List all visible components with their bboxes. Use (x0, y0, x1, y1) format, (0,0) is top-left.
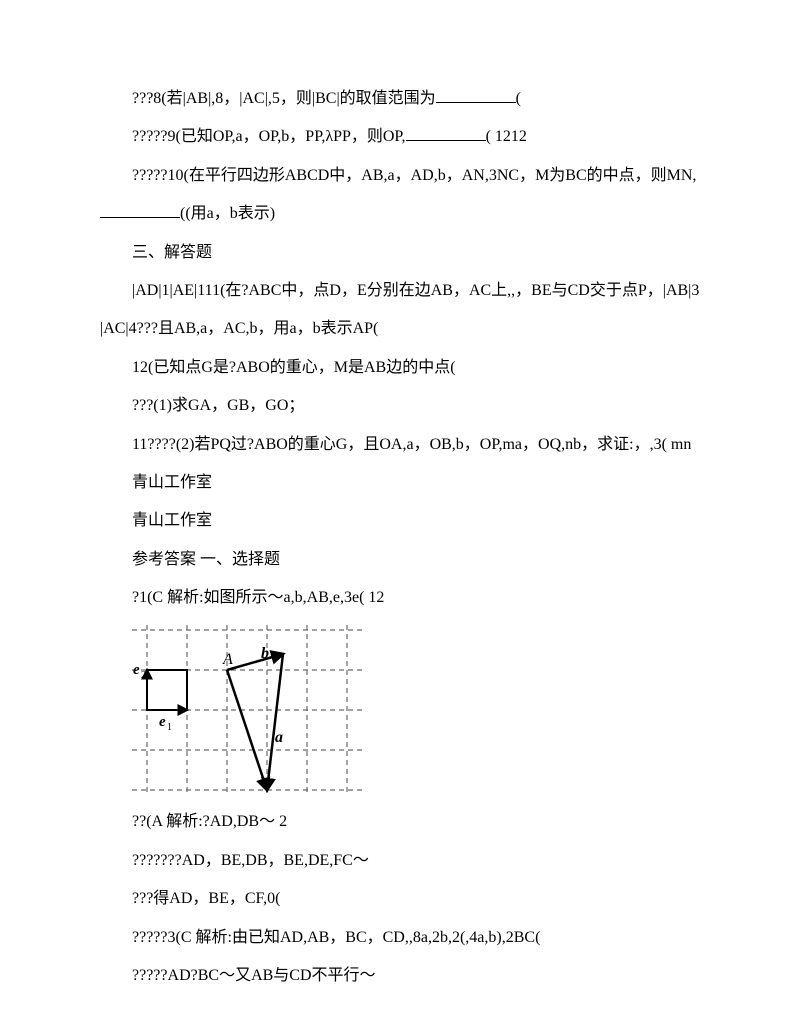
studio-2-text: 青山工作室 (132, 512, 212, 529)
q8-text-a: ???8(若|AB|,8，|AC|,5，则|BC|的取值范围为 (132, 90, 436, 107)
answers-title-text: 参考答案 一、选择题 (132, 551, 280, 568)
ans2b-text: ???????AD，BE,DB，BE,DE,FC～ (132, 852, 369, 869)
svg-text:A: A (222, 651, 233, 668)
q9-text-a: ?????9(已知OP,a，OP,b，PP,λPP，则OP, (132, 128, 406, 145)
studio-2: 青山工作室 (100, 502, 700, 540)
q10-tail: ((用a，b表示) (180, 205, 275, 222)
q12-sub2: 11????(2)若PQ过?ABO的重心G，且OA,a，OB,b，OP,ma，O… (100, 426, 700, 464)
answers-title: 参考答案 一、选择题 (100, 541, 700, 579)
q10-text: ?????10(在平行四边形ABCD中，AB,a，AD,b，AN,3NC，M为B… (132, 167, 696, 184)
ans3: ?????3(C 解析:由已知AD,AB，BC，CD,,8a,2b,2(,4a,… (100, 919, 700, 957)
svg-text:2: 2 (141, 670, 146, 681)
q9-blank (406, 125, 486, 141)
svg-text:b: b (261, 645, 269, 662)
svg-text:B: B (263, 793, 273, 795)
section3-title: 三、解答题 (100, 234, 700, 272)
svg-text:a: a (275, 729, 283, 746)
q12-sub2-text: 11????(2)若PQ过?ABO的重心G，且OA,a，OB,b，OP,ma，O… (132, 436, 691, 453)
ans2b: ???????AD，BE,DB，BE,DE,FC～ (100, 842, 700, 880)
q11-text: |AD|1|AE|111(在?ABC中，点D，E分别在边AB，AC上,,，BE与… (100, 282, 699, 337)
svg-text:1: 1 (167, 722, 172, 733)
q8-text-b: ( (516, 90, 521, 107)
section3-text: 三、解答题 (132, 244, 212, 261)
q8-blank (436, 87, 516, 103)
ans1: ?1(C 解析:如图所示～a,b,AB,e,3e( 12 (100, 579, 700, 617)
ans3-text: ?????3(C 解析:由已知AD,AB，BC，CD,,8a,2b,2(,4a,… (132, 929, 540, 946)
q8-line: ???8(若|AB|,8，|AC|,5，则|BC|的取值范围为 ( (100, 80, 700, 118)
ans2c-text: ???得AD，BE，CF,0( (132, 890, 280, 907)
q12-line: 12(已知点G是?ABO的重心，M是AB边的中点( (100, 349, 700, 387)
studio-1-text: 青山工作室 (132, 474, 212, 491)
q10-line2: ((用a，b表示) (100, 195, 700, 233)
ans2c: ???得AD，BE，CF,0( (100, 880, 700, 918)
vector-diagram: e2e1ABba (132, 625, 700, 795)
q12-text: 12(已知点G是?ABO的重心，M是AB边的中点( (132, 359, 456, 376)
q12-sub1: ???(1)求GA，GB，GO； (100, 387, 700, 425)
ans3b: ?????AD?BC～又AB与CD不平行～ (100, 957, 700, 995)
ans2: ??(A 解析:?AD,DB～ 2 (100, 803, 700, 841)
q12-sub1-text: ???(1)求GA，GB，GO； (132, 397, 304, 414)
studio-1: 青山工作室 (100, 464, 700, 502)
ans3b-text: ?????AD?BC～又AB与CD不平行～ (132, 967, 376, 984)
ans1-text: ?1(C 解析:如图所示～a,b,AB,e,3e( 12 (132, 589, 384, 606)
q10-line1: ?????10(在平行四边形ABCD中，AB,a，AD,b，AN,3NC，M为B… (100, 157, 700, 195)
svg-text:e: e (133, 662, 140, 678)
q9-text-b: ( 1212 (486, 128, 527, 145)
q9-line: ?????9(已知OP,a，OP,b，PP,λPP，则OP, ( 1212 (100, 118, 700, 156)
ans2-text: ??(A 解析:?AD,DB～ 2 (132, 813, 287, 830)
q11-line: |AD|1|AE|111(在?ABC中，点D，E分别在边AB，AC上,,，BE与… (100, 272, 700, 349)
q10-blank (100, 202, 180, 218)
svg-text:e: e (159, 714, 166, 730)
